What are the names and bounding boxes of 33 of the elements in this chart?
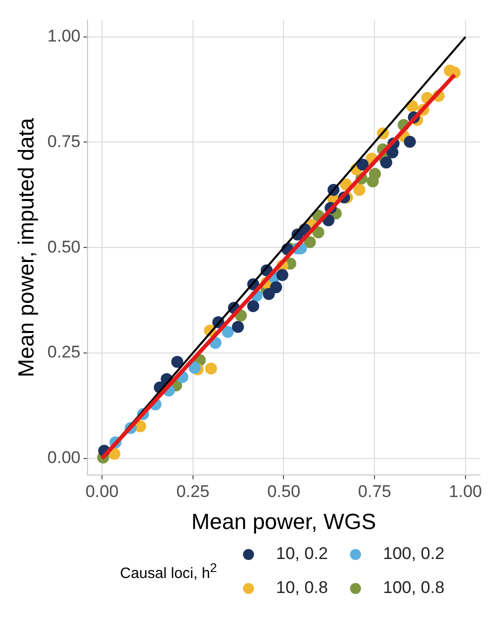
y-tick-label: 0.00: [47, 448, 80, 468]
point: [270, 281, 282, 294]
x-tick-label: 0.50: [267, 482, 300, 502]
point: [368, 168, 381, 180]
legend-label: 10, 0.8: [276, 578, 328, 598]
y-tick-label: 0.50: [47, 237, 80, 256]
point: [205, 362, 218, 375]
x-tick-label: 0.00: [85, 482, 119, 502]
point: [276, 268, 288, 281]
point: [247, 300, 260, 312]
y-tick-label: 1.00: [47, 26, 80, 46]
legend-label: 10, 0.2: [276, 544, 328, 564]
y-axis-title: Mean power, imputed data: [13, 117, 38, 378]
point: [356, 158, 369, 171]
point: [404, 136, 416, 148]
y-tick-label: 0.25: [47, 342, 80, 362]
y-tick-label: 0.75: [47, 132, 80, 151]
legend-label: 100, 0.2: [383, 544, 444, 564]
point: [380, 156, 392, 168]
point: [188, 362, 201, 374]
x-tick-label: 1.00: [448, 482, 482, 502]
x-tick-label: 0.25: [176, 482, 210, 502]
legend-label: 100, 0.8: [383, 578, 444, 598]
point: [232, 320, 244, 333]
x-axis-title: Mean power, WGS: [191, 508, 376, 534]
point: [171, 356, 184, 368]
point: [312, 226, 324, 238]
x-tick-label: 0.75: [358, 482, 392, 502]
point: [222, 326, 234, 338]
legend-title: Causal loci, h$^{2}$: [120, 560, 217, 582]
point: [304, 236, 316, 248]
point: [353, 184, 366, 196]
point: [262, 288, 275, 300]
